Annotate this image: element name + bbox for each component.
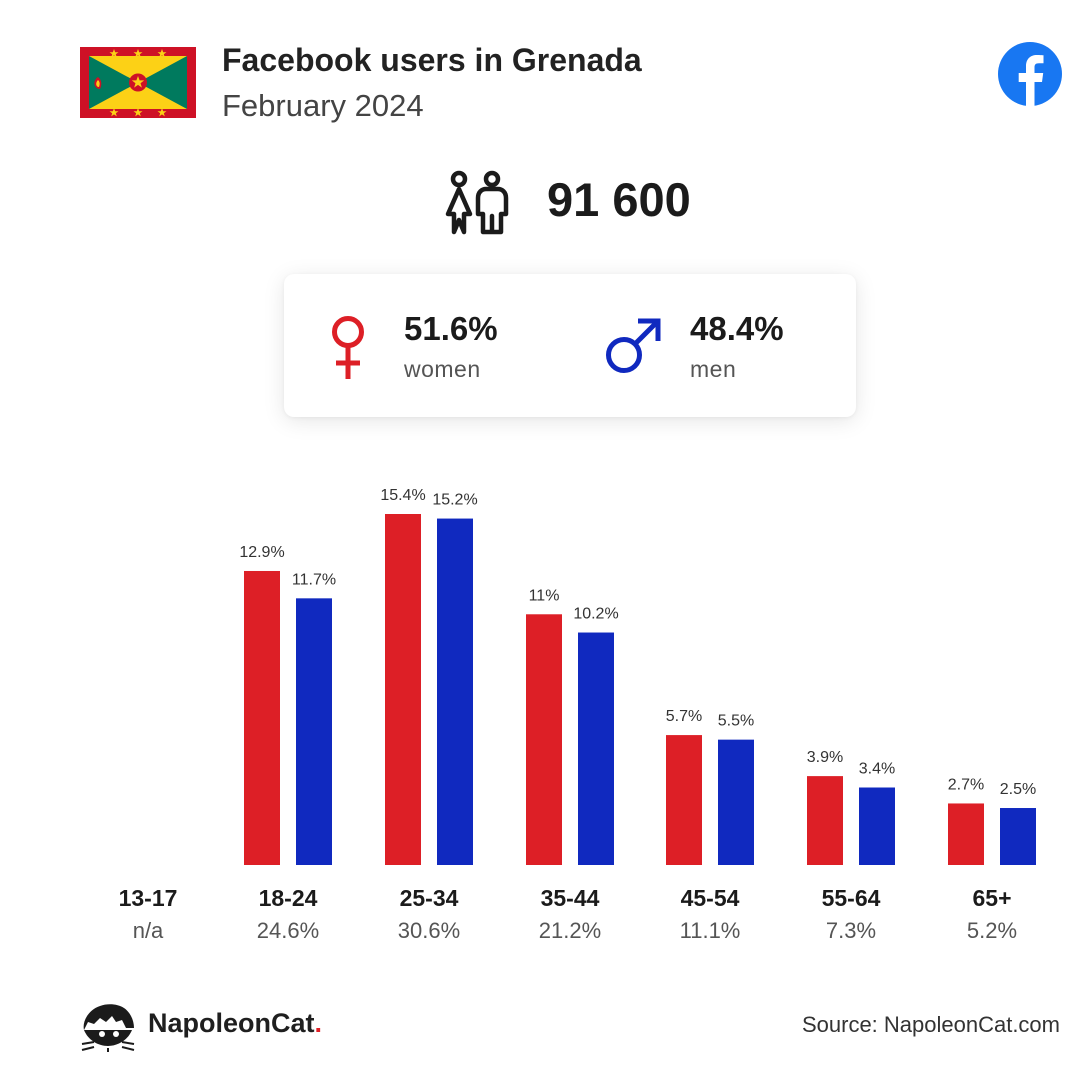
brand-name: NapoleonCat.: [148, 1008, 322, 1039]
men-bar-label: 5.5%: [718, 713, 754, 730]
women-bar-45-54: [666, 735, 702, 865]
men-bar-65+: [1000, 808, 1036, 865]
men-bar-45-54: [718, 739, 754, 865]
female-symbol-icon: [328, 316, 368, 380]
women-label: women: [404, 356, 481, 382]
men-bar-18-24: [296, 598, 332, 865]
people-icon: [440, 170, 512, 236]
women-bar-label: 11%: [529, 587, 560, 604]
male-symbol-icon: [604, 316, 664, 376]
men-bar-label: 2.5%: [1000, 781, 1036, 798]
age-category-total: 30.6%: [398, 918, 460, 943]
men-bar-25-34: [437, 518, 473, 865]
women-bar-25-34: [385, 514, 421, 865]
age-category-label: 45-54: [681, 885, 740, 911]
men-bar-label: 3.4%: [859, 761, 895, 778]
men-bar-label: 10.2%: [573, 606, 618, 623]
men-bar-35-44: [578, 632, 614, 865]
women-bar-35-44: [526, 614, 562, 865]
gender-split-card: 51.6% women 48.4% men: [284, 274, 856, 417]
women-bar-label: 12.9%: [239, 544, 284, 561]
men-percentage: 48.4%: [690, 310, 784, 347]
facebook-logo-icon: [998, 42, 1062, 106]
age-category-label: 13-17: [119, 885, 178, 911]
age-category-total: n/a: [133, 918, 164, 943]
age-category-label: 25-34: [400, 885, 459, 911]
age-category-label: 35-44: [541, 885, 600, 911]
age-category-total: 21.2%: [539, 918, 601, 943]
men-bar-label: 11.7%: [292, 571, 336, 588]
age-category-total: 24.6%: [257, 918, 319, 943]
age-gender-bar-chart: 13-17 n/a 12.9% 11.7% 18-24 24.6% 15.4% 15.2% 25…: [0, 440, 1080, 960]
women-bar-label: 15.4%: [380, 487, 425, 504]
brand-name-text: NapoleonCat: [148, 1008, 315, 1038]
page-subtitle: February 2024: [222, 88, 424, 123]
age-category-label: 55-64: [822, 885, 881, 911]
chart-svg: 13-17 n/a 12.9% 11.7% 18-24 24.6% 15.4% 15.2% 25…: [119, 487, 1037, 943]
page-title: Facebook users in Grenada: [222, 42, 642, 78]
women-bar-label: 3.9%: [807, 749, 843, 766]
age-category-total: 11.1%: [680, 918, 741, 943]
women-bar-65+: [948, 803, 984, 865]
brand-dot: .: [314, 1008, 323, 1038]
age-category-label: 65+: [972, 885, 1011, 911]
grenada-flag-icon: [80, 47, 196, 118]
men-bar-label: 15.2%: [432, 492, 477, 509]
women-bar-label: 5.7%: [666, 708, 702, 725]
age-category-total: 5.2%: [967, 918, 1017, 943]
source-credit: Source: NapoleonCat.com: [801, 1012, 1060, 1037]
women-bar-label: 2.7%: [948, 776, 984, 793]
women-bar-18-24: [244, 570, 280, 865]
men-bar-55-64: [859, 787, 895, 865]
total-users-value: 91 600: [547, 173, 691, 226]
age-category-label: 18-24: [259, 885, 318, 911]
men-label: men: [690, 356, 737, 382]
women-percentage: 51.6%: [404, 310, 498, 347]
women-bar-55-64: [807, 776, 843, 865]
age-category-total: 7.3%: [826, 918, 876, 943]
napoleoncat-logo-icon: [78, 1000, 138, 1052]
